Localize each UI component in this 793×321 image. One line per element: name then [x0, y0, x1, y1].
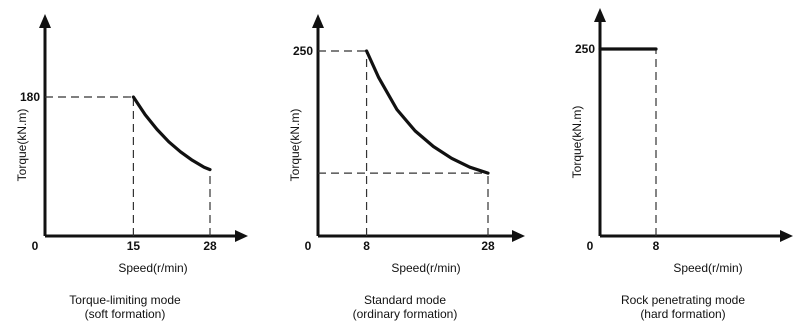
caption-line-1: Torque-limiting mode	[69, 293, 181, 307]
y-axis-title: Torque(kN.m)	[288, 109, 302, 182]
caption-line-1: Standard mode	[363, 293, 447, 307]
x-axis-title: Speed(r/min)	[118, 261, 187, 275]
x-axis-arrow-icon	[235, 230, 248, 242]
x-axis-title: Speed(r/min)	[673, 261, 742, 275]
x-tick-label: 28	[481, 239, 495, 253]
caption-standard: Standard mode (ordinary formation)	[300, 293, 510, 321]
x-tick-label: 15	[127, 239, 141, 253]
data-series-line	[131, 95, 212, 172]
data-series-line	[365, 49, 490, 175]
x-tick-label: 28	[203, 239, 217, 253]
y-axis-arrow-icon	[312, 14, 324, 28]
x-axis-arrow-icon	[780, 230, 793, 242]
caption-line-2: (soft formation)	[84, 307, 166, 321]
y-axis-arrow-icon	[594, 8, 606, 22]
y-tick-label: 250	[293, 44, 313, 58]
y-tick-label: 250	[575, 42, 595, 56]
y-axis-arrow-icon	[39, 14, 51, 28]
y-tick-label: 180	[20, 90, 40, 104]
x-axis-title: Speed(r/min)	[391, 261, 460, 275]
caption-line-1: Rock penetrating mode	[620, 293, 746, 307]
x-axis-arrow-icon	[512, 230, 525, 242]
x-tick-label: 8	[363, 239, 370, 253]
y-axis-title: Torque(kN.m)	[15, 109, 29, 182]
origin-label: 0	[587, 239, 594, 253]
x-tick-label: 8	[653, 239, 660, 253]
caption-rock-penetrating: Rock penetrating mode (hard formation)	[578, 293, 788, 321]
caption-line-2: (hard formation)	[640, 307, 726, 321]
caption-line-2: (ordinary formation)	[352, 307, 458, 321]
caption-torque-limiting: Torque-limiting mode (soft formation)	[20, 293, 230, 321]
origin-label: 0	[305, 239, 312, 253]
origin-label: 0	[32, 239, 39, 253]
y-axis-title: Torque(kN.m)	[570, 106, 584, 179]
